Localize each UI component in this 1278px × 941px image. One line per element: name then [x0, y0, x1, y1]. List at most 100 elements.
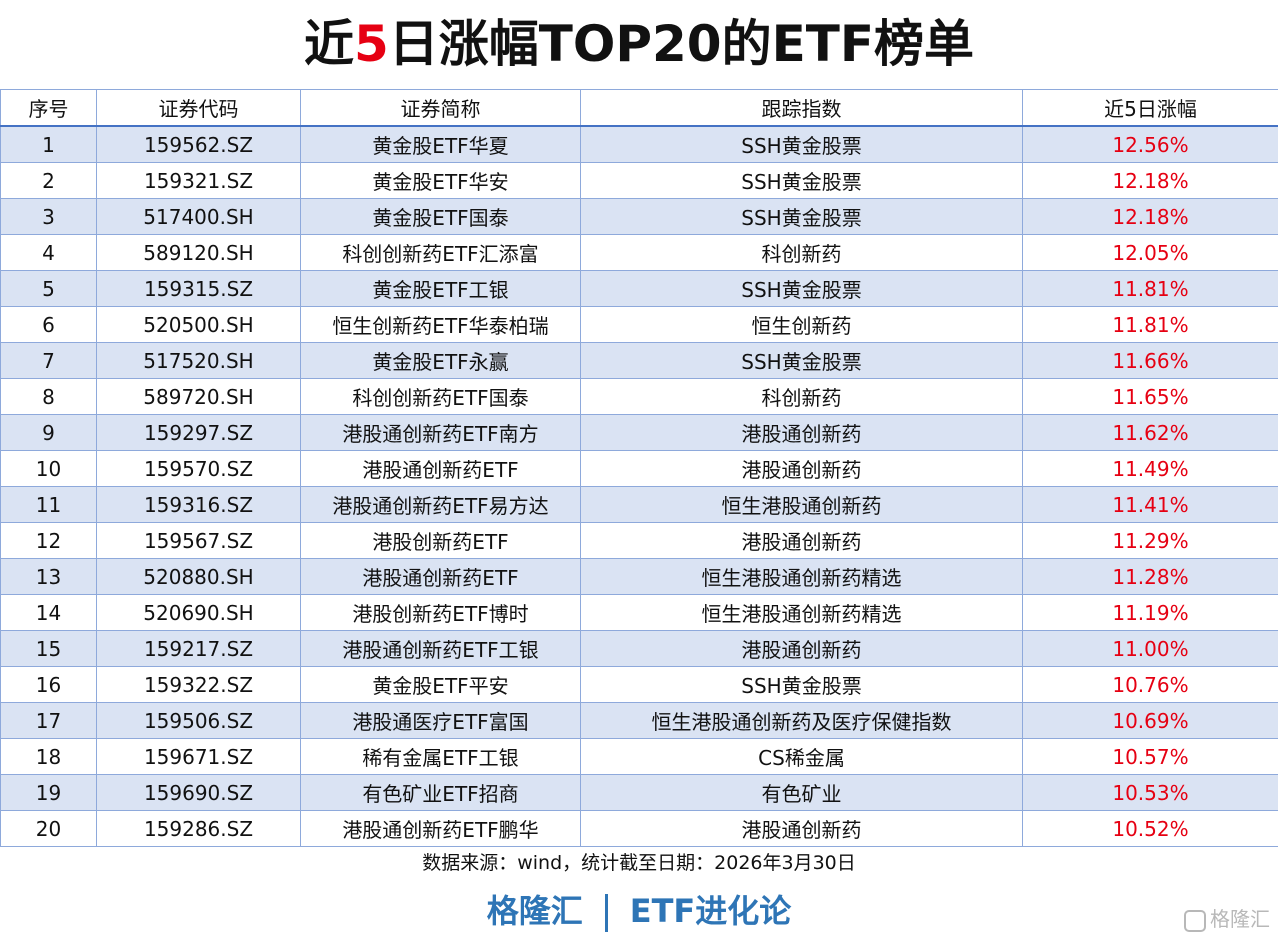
table-cell: 港股通创新药ETF鹏华 [300, 810, 581, 847]
table-cell: 12.05% [1022, 234, 1278, 271]
table-cell: 10.57% [1022, 738, 1278, 775]
table-cell: 港股通创新药 [580, 630, 1023, 667]
table-cell: 港股通创新药 [580, 414, 1023, 451]
table-cell: 11.81% [1022, 270, 1278, 307]
table-cell: 159562.SZ [96, 125, 301, 163]
table-row: 11 159316.SZ 港股通创新药ETF易方达 恒生港股通创新药 11.41% [0, 486, 1278, 523]
table-cell: 11.62% [1022, 414, 1278, 451]
table-cell: 517400.SH [96, 198, 301, 235]
watermark-text: 格隆汇 [1210, 907, 1270, 931]
table-row: 2 159321.SZ 黄金股ETF华安 SSH黄金股票 12.18% [0, 162, 1278, 199]
table-cell: 14 [0, 594, 97, 631]
table-cell: 恒生创新药ETF华泰柏瑞 [300, 306, 581, 343]
table-cell: 11.41% [1022, 486, 1278, 523]
table-cell: 159690.SZ [96, 774, 301, 811]
table-row: 8 589720.SH 科创创新药ETF国泰 科创新药 11.65% [0, 378, 1278, 415]
table-row: 17 159506.SZ 港股通医疗ETF富国 恒生港股通创新药及医疗保健指数 10.6… [0, 702, 1278, 739]
title-highlight: 5 [353, 15, 389, 73]
brand-separator [604, 894, 608, 932]
table-row: 4 589120.SH 科创创新药ETF汇添富 科创新药 12.05% [0, 234, 1278, 271]
title-prefix: 近 [303, 15, 354, 73]
table-cell: 4 [0, 234, 97, 271]
table-cell: 15 [0, 630, 97, 667]
table-row: 10 159570.SZ 港股通创新药ETF 港股通创新药 11.49% [0, 450, 1278, 487]
table-cell: 有色矿业ETF招商 [300, 774, 581, 811]
table-cell: 5 [0, 270, 97, 307]
watermark-icon [1184, 909, 1206, 932]
table-cell: 港股通创新药ETF工银 [300, 630, 581, 667]
table-cell: 11.28% [1022, 558, 1278, 595]
source-note: 数据来源：wind，统计截至日期：2026年3月30日 [422, 852, 856, 874]
table-cell: 恒生港股通创新药精选 [580, 594, 1023, 631]
table-cell: 8 [0, 378, 97, 415]
table-cell: 520500.SH [96, 306, 301, 343]
table-row: 13 520880.SH 港股通创新药ETF 恒生港股通创新药精选 11.28% [0, 558, 1278, 595]
table-cell: 恒生港股通创新药精选 [580, 558, 1023, 595]
table-cell: 有色矿业 [580, 774, 1023, 811]
table-cell: 520690.SH [96, 594, 301, 631]
table-cell: 159671.SZ [96, 738, 301, 775]
table-row: 15 159217.SZ 港股通创新药ETF工银 港股通创新药 11.00% [0, 630, 1278, 667]
table-cell: 12.56% [1022, 125, 1278, 163]
table-row: 5 159315.SZ 黄金股ETF工银 SSH黄金股票 11.81% [0, 270, 1278, 307]
table-row: 3 517400.SH 黄金股ETF国泰 SSH黄金股票 12.18% [0, 198, 1278, 235]
etf-table: 序号 证券代码 证券简称 跟踪指数 近5日涨幅 1 159562.SZ 黄金股ETF华夏 SS… [0, 89, 1278, 847]
table-cell: 黄金股ETF华夏 [300, 125, 581, 163]
table-cell: 159322.SZ [96, 666, 301, 703]
table-cell: 港股通创新药ETF南方 [300, 414, 581, 451]
brand: 格隆汇 ETF进化论 [0, 888, 1278, 934]
table-cell: 11.29% [1022, 522, 1278, 559]
table-cell: SSH黄金股票 [580, 198, 1023, 235]
table-row: 12 159567.SZ 港股创新药ETF 港股通创新药 11.29% [0, 522, 1278, 559]
header-cell: 证券简称 [300, 89, 581, 127]
table-cell: 159567.SZ [96, 522, 301, 559]
table-cell: 159297.SZ [96, 414, 301, 451]
table-cell: 稀有金属ETF工银 [300, 738, 581, 775]
table-cell: 港股通创新药ETF [300, 558, 581, 595]
table-cell: 6 [0, 306, 97, 343]
table-row: 18 159671.SZ 稀有金属ETF工银 CS稀金属 10.57% [0, 738, 1278, 775]
table-cell: 2 [0, 162, 97, 199]
table-cell: CS稀金属 [580, 738, 1023, 775]
table-cell: 科创新药 [580, 234, 1023, 271]
table-row: 9 159297.SZ 港股通创新药ETF南方 港股通创新药 11.62% [0, 414, 1278, 451]
table-cell: 19 [0, 774, 97, 811]
table-cell: 159217.SZ [96, 630, 301, 667]
table-cell: 11 [0, 486, 97, 523]
table-cell: 517520.SH [96, 342, 301, 379]
table-cell: 10.69% [1022, 702, 1278, 739]
table-cell: 10.53% [1022, 774, 1278, 811]
table-cell: 11.66% [1022, 342, 1278, 379]
table-cell: 9 [0, 414, 97, 451]
table-cell: 港股通创新药ETF [300, 450, 581, 487]
table-cell: 科创创新药ETF汇添富 [300, 234, 581, 271]
table-cell: 港股通医疗ETF富国 [300, 702, 581, 739]
brand-left: 格隆汇 [486, 892, 583, 930]
table-cell: 159321.SZ [96, 162, 301, 199]
table-cell: 港股通创新药 [580, 450, 1023, 487]
table-cell: 159315.SZ [96, 270, 301, 307]
table-cell: SSH黄金股票 [580, 666, 1023, 703]
table-cell: 159570.SZ [96, 450, 301, 487]
table-cell: 16 [0, 666, 97, 703]
table-cell: 10 [0, 450, 97, 487]
table-cell: 7 [0, 342, 97, 379]
table-cell: 恒生港股通创新药 [580, 486, 1023, 523]
table-cell: 159316.SZ [96, 486, 301, 523]
table-cell: 黄金股ETF永赢 [300, 342, 581, 379]
table-cell: 黄金股ETF平安 [300, 666, 581, 703]
table-cell: 恒生港股通创新药及医疗保健指数 [580, 702, 1023, 739]
table-cell: SSH黄金股票 [580, 125, 1023, 163]
table-cell: 13 [0, 558, 97, 595]
table-row: 14 520690.SH 港股创新药ETF博时 恒生港股通创新药精选 11.19% [0, 594, 1278, 631]
table-cell: 10.52% [1022, 810, 1278, 847]
table-cell: 11.49% [1022, 450, 1278, 487]
watermark: 格隆汇 [1184, 904, 1270, 934]
table-row: 6 520500.SH 恒生创新药ETF华泰柏瑞 恒生创新药 11.81% [0, 306, 1278, 343]
table-cell: SSH黄金股票 [580, 342, 1023, 379]
table-row: 19 159690.SZ 有色矿业ETF招商 有色矿业 10.53% [0, 774, 1278, 811]
brand-right: ETF进化论 [629, 892, 792, 930]
table-cell: 港股创新药ETF [300, 522, 581, 559]
table-cell: 159286.SZ [96, 810, 301, 847]
table-cell: 3 [0, 198, 97, 235]
